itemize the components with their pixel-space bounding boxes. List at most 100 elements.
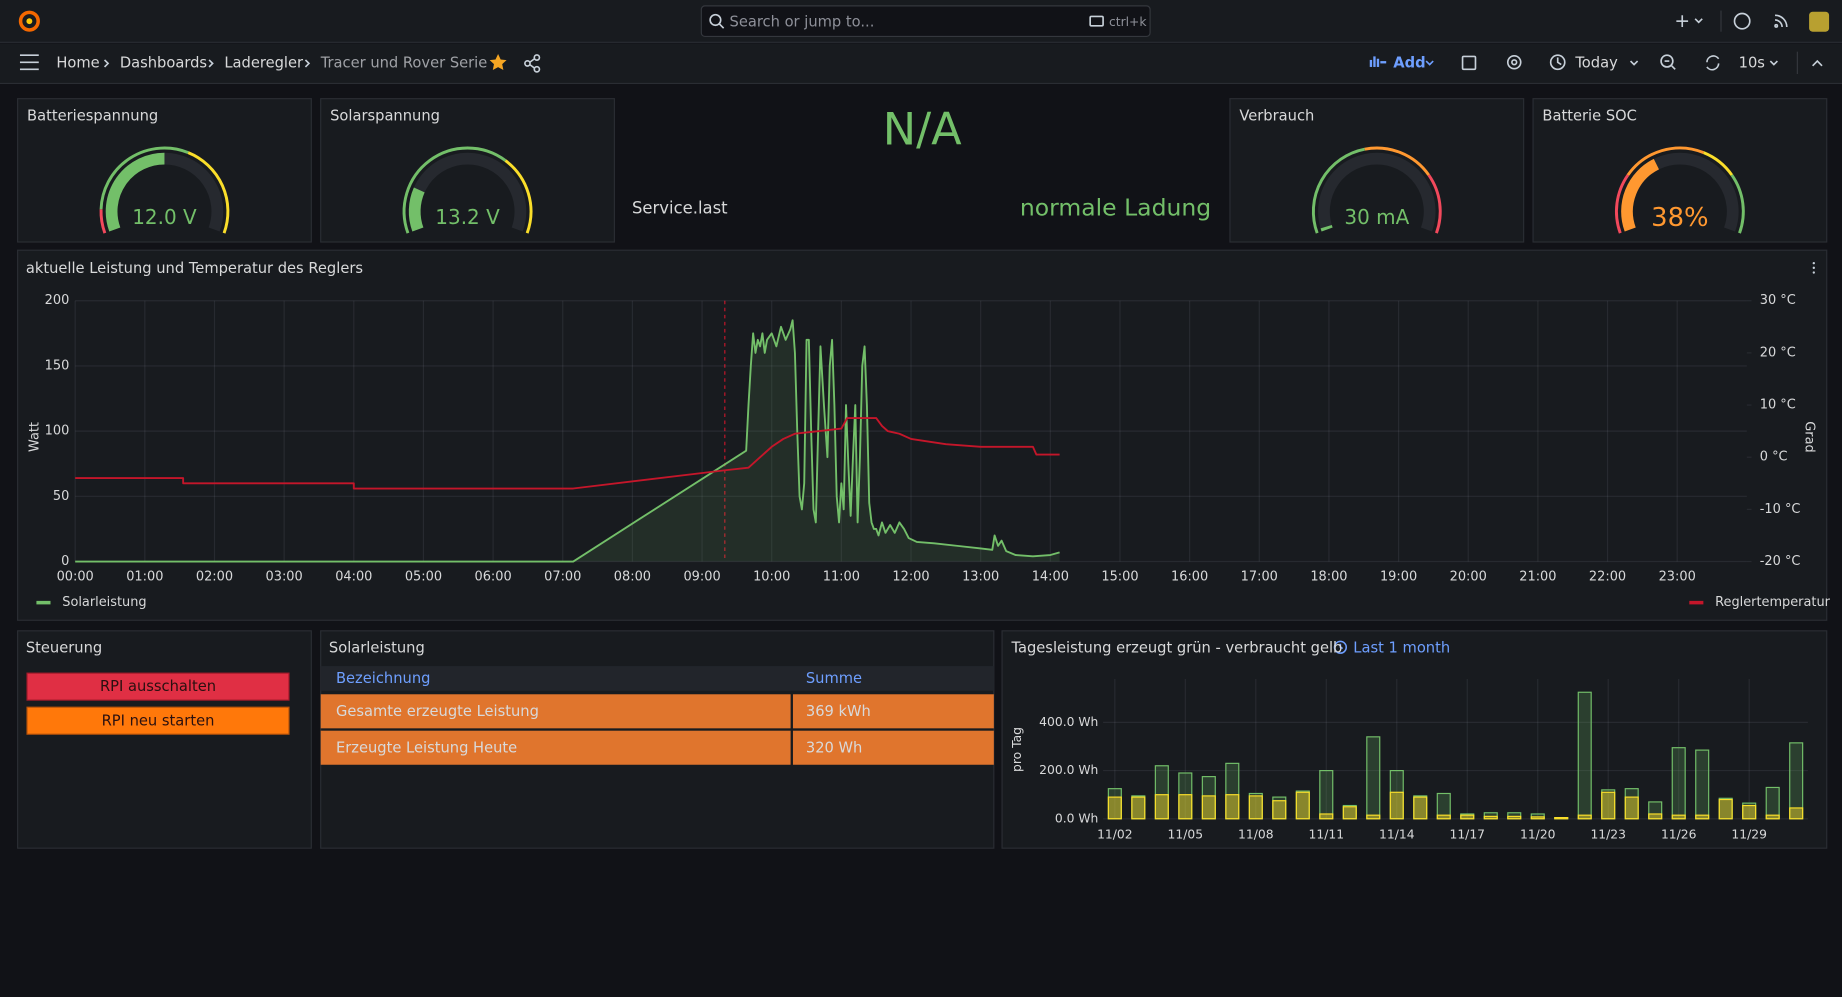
panel-menu[interactable] — [1813, 271, 1815, 273]
add-icon[interactable] — [1377, 59, 1379, 67]
panel-title: Steuerung — [26, 639, 102, 656]
legend-label: Reglertemperatur — [1715, 595, 1831, 610]
panel — [18, 250, 1827, 620]
bar — [1578, 815, 1591, 819]
bar — [1672, 748, 1685, 819]
y-tick-label: 0.0 Wh — [1055, 811, 1099, 825]
x-tick-label: 11/05 — [1168, 828, 1204, 842]
y2-tick-label: 10 °C — [1760, 398, 1796, 413]
y2-tick-label: -10 °C — [1760, 502, 1801, 517]
x-tick-label: 06:00 — [474, 569, 511, 584]
add-button[interactable]: Add — [1393, 54, 1425, 71]
bar — [1696, 815, 1709, 819]
panel-title: Verbrauch — [1239, 107, 1314, 124]
breadcrumb[interactable]: Dashboards — [120, 54, 207, 71]
panel-title: Tagesleistung erzeugt grün - verbraucht … — [1010, 639, 1342, 656]
bar — [1367, 815, 1380, 819]
y-tick-label: 100 — [45, 424, 70, 439]
x-tick-label: 11/08 — [1238, 828, 1274, 842]
x-tick-label: 20:00 — [1450, 569, 1487, 584]
x-tick-label: 11/17 — [1449, 828, 1485, 842]
bar — [1766, 815, 1779, 819]
status-field: Service.last — [632, 199, 728, 218]
add-icon[interactable] — [1370, 60, 1372, 67]
y-tick-label: 400.0 Wh — [1039, 715, 1098, 729]
breadcrumb[interactable]: Home — [56, 54, 99, 71]
gauge-value — [1326, 227, 1327, 230]
search-placeholder[interactable]: Search or jump to... — [730, 13, 875, 30]
gauge-value-label: 30 mA — [1344, 205, 1409, 229]
panel-menu[interactable] — [1813, 262, 1815, 264]
panel-menu[interactable] — [1813, 262, 1815, 274]
x-tick-label: 13:00 — [962, 569, 999, 584]
y-axis-label: pro Tag — [1010, 727, 1024, 772]
panel-title: Solarleistung — [329, 639, 425, 656]
status-value: N/A — [883, 104, 962, 156]
breadcrumb[interactable]: Laderegler — [224, 54, 304, 71]
add-icon[interactable] — [1380, 61, 1386, 63]
bar — [1390, 792, 1403, 819]
x-tick-label: 19:00 — [1380, 569, 1417, 584]
y-tick-label: 200 — [45, 293, 70, 308]
bar — [1437, 815, 1450, 819]
button-label[interactable]: RPI neu starten — [102, 712, 215, 729]
bar — [1696, 750, 1709, 819]
bar — [1743, 806, 1756, 819]
panel-title: Solarspannung — [330, 107, 440, 124]
grafana-logo[interactable] — [26, 18, 32, 24]
y2-tick-label: -20 °C — [1760, 554, 1801, 569]
bar — [1249, 796, 1262, 819]
column-header[interactable]: Summe — [806, 670, 862, 687]
cell-text: Gesamte erzeugte Leistung — [336, 703, 539, 720]
add-icon[interactable] — [1373, 56, 1375, 67]
x-tick-label: 00:00 — [57, 569, 94, 584]
time-range[interactable]: Today — [1574, 54, 1618, 71]
gauge-value-label: 13.2 V — [435, 205, 500, 229]
bar — [1578, 692, 1591, 819]
x-tick-label: 22:00 — [1589, 569, 1626, 584]
breadcrumb-current: Tracer und Rover Serie — [320, 54, 488, 71]
bar — [1719, 800, 1732, 819]
x-tick-label: 05:00 — [405, 569, 442, 584]
avatar[interactable] — [1809, 12, 1829, 32]
panel — [18, 631, 312, 848]
bar — [1226, 795, 1239, 819]
cell-text: Erzeugte Leistung Heute — [336, 739, 517, 756]
x-tick-label: 01:00 — [126, 569, 163, 584]
column-header[interactable]: Bezeichnung — [336, 670, 430, 687]
x-tick-label: 17:00 — [1241, 569, 1278, 584]
x-tick-label: 11/29 — [1731, 828, 1767, 842]
bar — [1296, 792, 1309, 819]
bar — [1555, 818, 1568, 819]
bar — [1672, 815, 1685, 819]
cell-text: 320 Wh — [806, 739, 862, 756]
bar — [1179, 795, 1192, 819]
bar — [1155, 795, 1168, 819]
x-tick-label: 11/20 — [1520, 828, 1556, 842]
gauge-value — [415, 190, 420, 230]
panel-menu[interactable] — [1813, 267, 1815, 269]
bar — [1461, 815, 1474, 819]
time-range-override: Last 1 month — [1353, 639, 1450, 656]
x-tick-label: 09:00 — [683, 569, 720, 584]
x-tick-label: 11/26 — [1661, 828, 1697, 842]
x-tick-label: 04:00 — [335, 569, 372, 584]
y-tick-label: 200.0 Wh — [1039, 763, 1098, 777]
bar — [1108, 797, 1121, 819]
x-tick-label: 02:00 — [196, 569, 233, 584]
bar — [1790, 808, 1803, 819]
y-tick-label: 150 — [45, 358, 70, 373]
x-tick-label: 11/23 — [1590, 828, 1626, 842]
bar — [1343, 807, 1356, 819]
bar — [1320, 814, 1333, 819]
x-tick-label: 08:00 — [614, 569, 651, 584]
bar — [1602, 792, 1615, 819]
y2-tick-label: 20 °C — [1760, 345, 1796, 360]
y2-tick-label: 30 °C — [1760, 293, 1796, 308]
bar — [1649, 814, 1662, 819]
panel-title: Batteriespannung — [27, 107, 158, 124]
refresh-interval[interactable]: 10s — [1739, 54, 1765, 71]
x-tick-label: 10:00 — [753, 569, 790, 584]
button-label[interactable]: RPI ausschalten — [100, 678, 216, 695]
x-tick-label: 11/11 — [1309, 828, 1345, 842]
